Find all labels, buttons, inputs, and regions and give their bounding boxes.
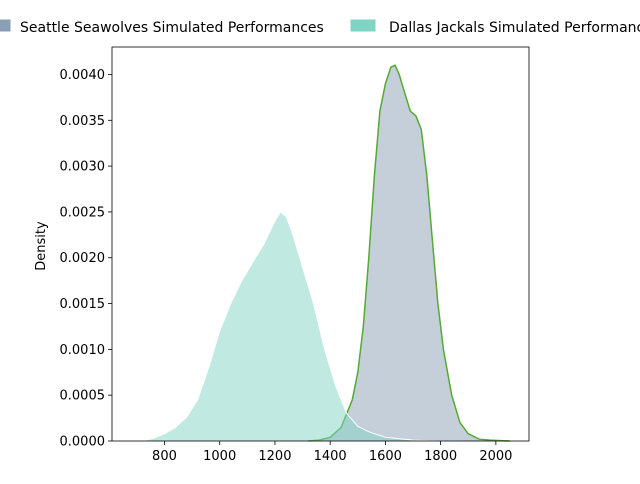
x-tick-label: 1600 xyxy=(369,449,402,464)
y-tick-label: 0.0015 xyxy=(60,297,106,312)
legend-swatch-seattle xyxy=(0,19,11,32)
legend: Seattle Seawolves Simulated Performances… xyxy=(0,19,640,36)
x-tick-label: 1200 xyxy=(258,449,291,464)
series-layer xyxy=(142,64,510,442)
density-line-0 xyxy=(308,64,510,442)
plot-area: 800 1000 1200 1400 1600 1800 2000 0.0000 0.0005… xyxy=(60,46,530,464)
density-line-1 xyxy=(142,211,463,442)
x-tick-label: 1400 xyxy=(314,449,347,464)
x-axis: 800 1000 1200 1400 1600 1800 2000 xyxy=(152,441,512,464)
y-tick-label: 0.0025 xyxy=(60,205,106,220)
y-tick-label: 0.0000 xyxy=(60,435,106,450)
x-tick-label: 2000 xyxy=(479,449,512,464)
plot-frame-border xyxy=(111,46,530,442)
legend-swatch-dallas xyxy=(350,19,376,32)
density-area-1 xyxy=(142,211,463,441)
y-tick-label: 0.0035 xyxy=(60,114,106,129)
y-axis: 0.0000 0.0005 0.0010 0.0015 0.0020 0.0025 0.00… xyxy=(60,68,112,450)
y-tick-label: 0.0020 xyxy=(60,251,106,266)
y-tick-label: 0.0010 xyxy=(60,343,106,358)
legend-label-dallas: Dallas Jackals Simulated Performances xyxy=(389,20,640,36)
x-tick-label: 800 xyxy=(152,449,177,464)
y-tick-label: 0.0030 xyxy=(60,160,106,175)
y-tick-label: 0.0040 xyxy=(60,68,106,83)
y-axis-label: Density xyxy=(34,221,49,271)
x-tick-label: 1800 xyxy=(424,449,457,464)
legend-label-seattle: Seattle Seawolves Simulated Performances xyxy=(20,20,324,36)
density-area-0 xyxy=(308,65,510,442)
x-tick-label: 1000 xyxy=(203,449,236,464)
y-tick-label: 0.0005 xyxy=(60,389,106,404)
